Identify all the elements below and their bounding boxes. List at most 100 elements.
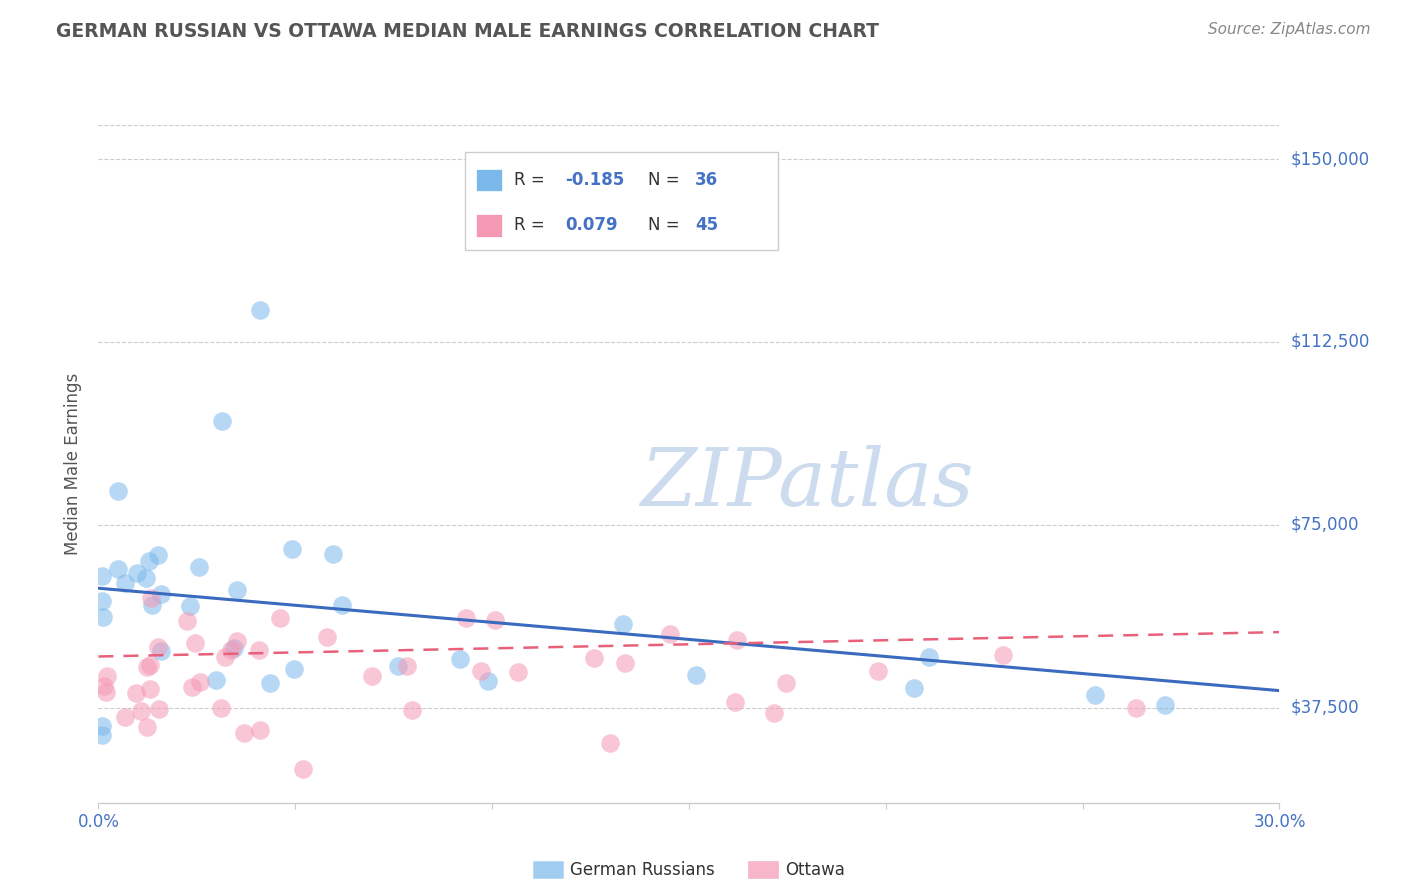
Point <box>232 726 254 740</box>
Point <box>135 571 157 585</box>
Point <box>205 673 228 687</box>
Point <box>141 598 163 612</box>
Point <box>612 616 634 631</box>
Point <box>249 723 271 737</box>
Point <box>249 303 271 318</box>
Point <box>91 727 114 741</box>
Point <box>283 663 305 677</box>
Point <box>582 651 605 665</box>
Point <box>1125 701 1147 715</box>
Point <box>775 676 797 690</box>
Point <box>330 598 353 612</box>
Text: 0.079: 0.079 <box>565 216 617 235</box>
Point <box>725 633 748 648</box>
Legend: German Russians, Ottawa: German Russians, Ottawa <box>527 855 851 886</box>
Point <box>449 652 471 666</box>
Point <box>139 657 162 672</box>
Point <box>484 613 506 627</box>
Point <box>247 643 270 657</box>
Point <box>91 719 114 733</box>
Point <box>179 599 201 614</box>
Point <box>129 704 152 718</box>
Point <box>599 736 621 750</box>
Point <box>360 669 382 683</box>
Point <box>763 706 786 720</box>
Point <box>180 680 202 694</box>
Point <box>138 681 160 696</box>
Point <box>868 665 890 679</box>
Point <box>91 569 114 583</box>
Text: $150,000: $150,000 <box>1291 150 1369 168</box>
Point <box>1154 698 1177 713</box>
Point <box>139 591 162 606</box>
Point <box>1083 689 1105 703</box>
Point <box>190 675 212 690</box>
Point <box>259 675 281 690</box>
Point <box>138 554 160 568</box>
Point <box>176 615 198 629</box>
Text: R =: R = <box>515 171 550 189</box>
FancyBboxPatch shape <box>477 214 502 236</box>
Point <box>107 483 129 498</box>
Point <box>107 562 129 576</box>
Point <box>184 636 207 650</box>
Point <box>401 703 423 717</box>
Point <box>148 640 170 654</box>
Text: $75,000: $75,000 <box>1291 516 1360 533</box>
Point <box>211 414 233 428</box>
Point <box>222 640 245 655</box>
Text: $112,500: $112,500 <box>1291 333 1369 351</box>
Point <box>685 667 707 681</box>
Point <box>209 700 232 714</box>
Text: N =: N = <box>648 171 685 189</box>
Point <box>135 660 157 674</box>
Point <box>614 656 637 670</box>
Point <box>114 575 136 590</box>
Text: 45: 45 <box>695 216 718 235</box>
Point <box>219 643 242 657</box>
Point <box>917 649 939 664</box>
Point <box>659 627 682 641</box>
Point <box>187 559 209 574</box>
Point <box>470 664 492 678</box>
FancyBboxPatch shape <box>477 169 502 191</box>
Point <box>148 549 170 563</box>
Point <box>149 644 172 658</box>
Point <box>127 566 149 581</box>
Point <box>226 634 249 648</box>
Text: Source: ZipAtlas.com: Source: ZipAtlas.com <box>1208 22 1371 37</box>
Point <box>477 674 499 689</box>
Text: GERMAN RUSSIAN VS OTTAWA MEDIAN MALE EARNINGS CORRELATION CHART: GERMAN RUSSIAN VS OTTAWA MEDIAN MALE EAR… <box>56 22 879 41</box>
Point <box>225 582 247 597</box>
Text: N =: N = <box>648 216 685 235</box>
Point <box>322 547 344 561</box>
Point <box>506 665 529 680</box>
Point <box>396 659 419 673</box>
Point <box>148 702 170 716</box>
Point <box>136 720 159 734</box>
Point <box>125 686 148 700</box>
Y-axis label: Median Male Earnings: Median Male Earnings <box>65 373 83 555</box>
Text: R =: R = <box>515 216 550 235</box>
Text: $37,500: $37,500 <box>1291 698 1360 716</box>
Point <box>269 611 291 625</box>
Point <box>96 685 118 699</box>
Point <box>91 594 114 608</box>
Point <box>114 709 136 723</box>
Point <box>214 650 236 665</box>
Point <box>724 695 747 709</box>
Point <box>281 541 304 556</box>
Text: ZIPatlas: ZIPatlas <box>640 445 974 523</box>
Point <box>150 587 173 601</box>
Point <box>292 762 315 776</box>
Point <box>454 611 477 625</box>
Point <box>91 609 114 624</box>
Point <box>93 679 115 693</box>
Point <box>316 630 339 644</box>
FancyBboxPatch shape <box>464 152 778 251</box>
Point <box>96 669 118 683</box>
Text: 36: 36 <box>695 171 718 189</box>
Point <box>903 681 925 696</box>
Point <box>387 659 409 673</box>
Point <box>993 648 1015 662</box>
